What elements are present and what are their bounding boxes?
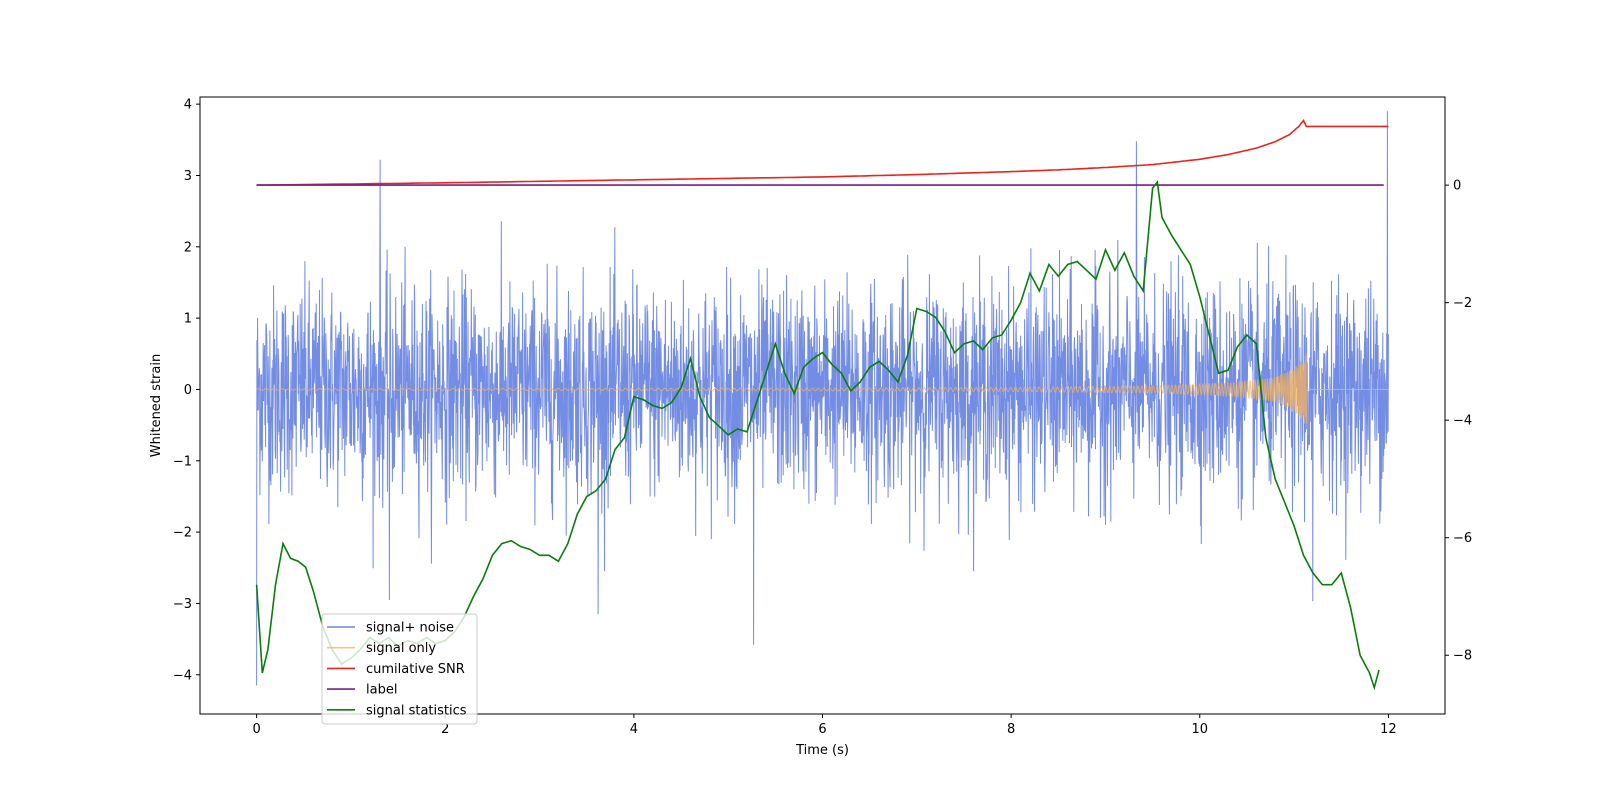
y-tick-label: 4 bbox=[184, 98, 192, 113]
y-tick-label: −4 bbox=[173, 668, 192, 683]
y-axis-left: −4 −3 −2 −1 0 1 2 3 4 bbox=[173, 98, 200, 683]
legend-label-signal-only: signal only bbox=[366, 641, 436, 656]
legend-label-signal-noise: signal+ noise bbox=[366, 621, 454, 636]
series-line-cumilative-snr bbox=[256, 119, 1389, 186]
y-axis-right: −8 −6 −4 −2 0 bbox=[1445, 179, 1472, 664]
y-tick-label: 2 bbox=[184, 240, 192, 255]
x-axis-label: Time (s) bbox=[795, 743, 849, 758]
y-tick-label: −3 bbox=[173, 597, 192, 612]
x-tick-label: 0 bbox=[252, 722, 260, 737]
legend-label-label: label bbox=[366, 683, 397, 698]
legend: signal+ noise signal only cumilative SNR la… bbox=[321, 613, 478, 725]
y-tick-label: −2 bbox=[173, 526, 192, 541]
legend-box bbox=[321, 613, 478, 725]
x-axis: 0 2 4 6 8 10 12 bbox=[252, 714, 1397, 737]
series-line-signal-noise bbox=[256, 111, 1389, 686]
y2-tick-label: −6 bbox=[1453, 531, 1472, 546]
series-layer bbox=[255, 111, 1389, 691]
legend-label-signal-statistics: signal statistics bbox=[366, 703, 467, 718]
y2-tick-label: −2 bbox=[1453, 296, 1472, 311]
x-tick-label: 6 bbox=[818, 722, 826, 737]
y-axis-label: Whitened strain bbox=[149, 354, 164, 457]
y-tick-label: −1 bbox=[173, 454, 192, 469]
x-tick-label: 4 bbox=[630, 722, 638, 737]
y-tick-label: 0 bbox=[184, 383, 192, 398]
y-tick-label: 1 bbox=[184, 312, 192, 327]
y2-tick-label: 0 bbox=[1453, 179, 1461, 194]
y-tick-label: 3 bbox=[184, 169, 192, 184]
y2-tick-label: −4 bbox=[1453, 414, 1472, 429]
legend-label-cumilative-snr: cumilative SNR bbox=[366, 662, 465, 677]
y2-tick-label: −8 bbox=[1453, 649, 1472, 664]
x-tick-label: 12 bbox=[1380, 722, 1397, 737]
x-tick-label: 2 bbox=[441, 722, 449, 737]
x-tick-label: 10 bbox=[1191, 722, 1208, 737]
x-tick-label: 8 bbox=[1007, 722, 1015, 737]
series-line-signal-only bbox=[256, 353, 1389, 424]
